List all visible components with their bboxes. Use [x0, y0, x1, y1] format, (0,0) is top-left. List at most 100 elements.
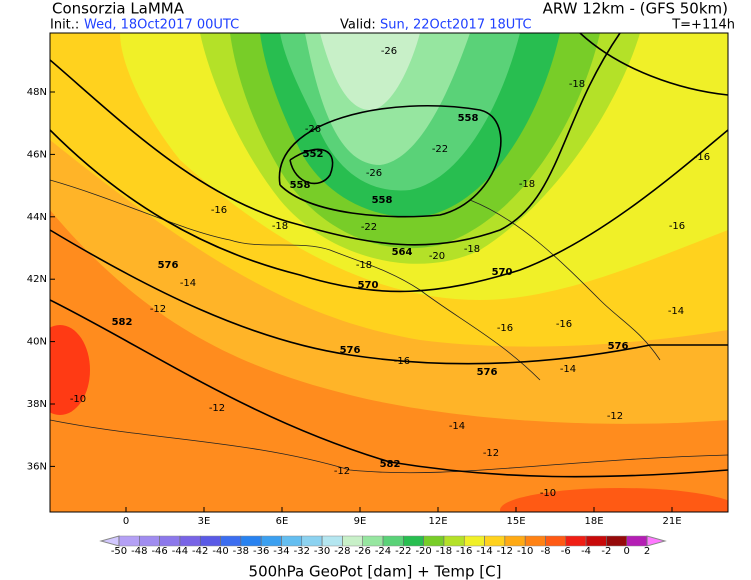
colorbar-box [240, 535, 262, 547]
temp-label: -14 [668, 306, 684, 317]
forecast-step: T=+114h [671, 18, 735, 33]
colorbar-box [362, 535, 384, 547]
colorbar-box [321, 535, 343, 547]
colorbar-box [565, 535, 587, 547]
temp-label: -16 [211, 205, 227, 216]
geopot-label: 576 [477, 367, 498, 378]
lat-label: 44N [27, 212, 47, 223]
colorbar-box [585, 535, 607, 547]
colorbar-label: -26 [355, 546, 371, 557]
colorbar-box [443, 535, 465, 547]
temp-label: -14 [180, 278, 196, 289]
temp-label: -16 [497, 323, 513, 334]
colorbar-title: 500hPa GeoPot [dam] + Temp [C] [249, 563, 502, 580]
colorbar-label: -30 [314, 546, 330, 557]
colorbar-box [301, 535, 323, 547]
colorbar-label: -24 [375, 546, 391, 557]
temp-label: -22 [361, 222, 377, 233]
temp-label: -18 [519, 179, 535, 190]
colorbar-label: -12 [497, 546, 513, 557]
colorbar-label: -28 [334, 546, 350, 557]
colorbar-box [260, 535, 282, 547]
colorbar-label: -4 [581, 546, 591, 557]
colorbar-label: -46 [151, 546, 167, 557]
colorbar-label: 2 [644, 546, 650, 557]
temp-label: -14 [449, 421, 465, 432]
colorbar-label: -34 [273, 546, 289, 557]
temp-label: -10 [70, 394, 86, 405]
lat-label: 40N [27, 337, 47, 348]
temp-label: -16 [394, 356, 410, 367]
valid-time: Sun, 22Oct2017 18UTC [380, 18, 532, 33]
colorbar-box [545, 535, 567, 547]
colorbar-box [179, 535, 201, 547]
lat-label: 46N [27, 149, 47, 160]
geopot-label: 576 [340, 345, 361, 356]
lat-label: 38N [27, 399, 47, 410]
colorbar-box [199, 535, 221, 547]
geopot-label: 564 [392, 247, 413, 258]
colorbar-label: -16 [456, 546, 472, 557]
colorbar-label: -10 [517, 546, 533, 557]
colorbar-label: -40 [212, 546, 228, 557]
lon-label: 3E [198, 516, 211, 527]
lon-label: 21E [662, 516, 681, 527]
colorbar-label: 0 [624, 546, 630, 557]
colorbar-arrow [99, 535, 120, 547]
colorbar-arrow [646, 535, 667, 547]
colorbar-label: -8 [540, 546, 550, 557]
colorbar-label: -48 [131, 546, 147, 557]
temp-label: -22 [432, 144, 448, 155]
colorbar-label: -18 [436, 546, 452, 557]
temp-label: -18 [272, 221, 288, 232]
temperature-field [50, 33, 728, 512]
lon-label: 12E [428, 516, 447, 527]
lat-label: 48N [27, 87, 47, 98]
colorbar-label: -44 [172, 546, 188, 557]
colorbar-label: -50 [111, 546, 127, 557]
temp-label: -10 [540, 488, 556, 499]
map-frame [49, 32, 729, 513]
colorbar-box [118, 535, 140, 547]
colorbar-box [504, 535, 526, 547]
colorbar-box [139, 535, 160, 547]
temp-label: -26 [305, 124, 321, 135]
colorbar-label: -2 [601, 546, 611, 557]
colorbar-label: -20 [415, 546, 431, 557]
lon-label: 18E [584, 516, 603, 527]
colorbar-box [220, 535, 242, 547]
colorbar-box [382, 535, 404, 547]
temp-label: -12 [483, 448, 499, 459]
colorbar-label: -22 [395, 546, 411, 557]
temp-label: -16 [669, 221, 685, 232]
org: Consorzia LaMMA [52, 0, 185, 18]
colorbar-label: -38 [233, 546, 249, 557]
temp-label: -12 [607, 411, 623, 422]
temp-label: -14 [560, 364, 576, 375]
temp-label: -16 [556, 319, 572, 330]
colorbar-box [524, 535, 546, 547]
colorbar-box [281, 535, 303, 547]
geopot-label: 582 [380, 459, 401, 470]
temp-label: -16 [694, 152, 710, 163]
geopot-label: 570 [492, 267, 513, 278]
lon-label: 15E [506, 516, 525, 527]
colorbar-box [403, 535, 424, 547]
temp-label: -18 [569, 79, 585, 90]
geopot-label: 558 [458, 113, 479, 124]
temp-label: -20 [429, 251, 445, 262]
colorbar-box [606, 535, 627, 547]
temp-label: -12 [209, 403, 225, 414]
lat-label: 36N [27, 461, 47, 472]
colorbar-label: -42 [192, 546, 208, 557]
model: ARW 12km - (GFS 50km) [543, 0, 728, 18]
lon-label: 6E [276, 516, 289, 527]
colorbar-box [463, 535, 485, 547]
init-label: Init.: [50, 18, 79, 33]
colorbar-box [626, 535, 648, 547]
temp-label: -26 [381, 46, 397, 57]
geopot-label: 552 [303, 149, 324, 160]
temp-label: -12 [334, 466, 350, 477]
